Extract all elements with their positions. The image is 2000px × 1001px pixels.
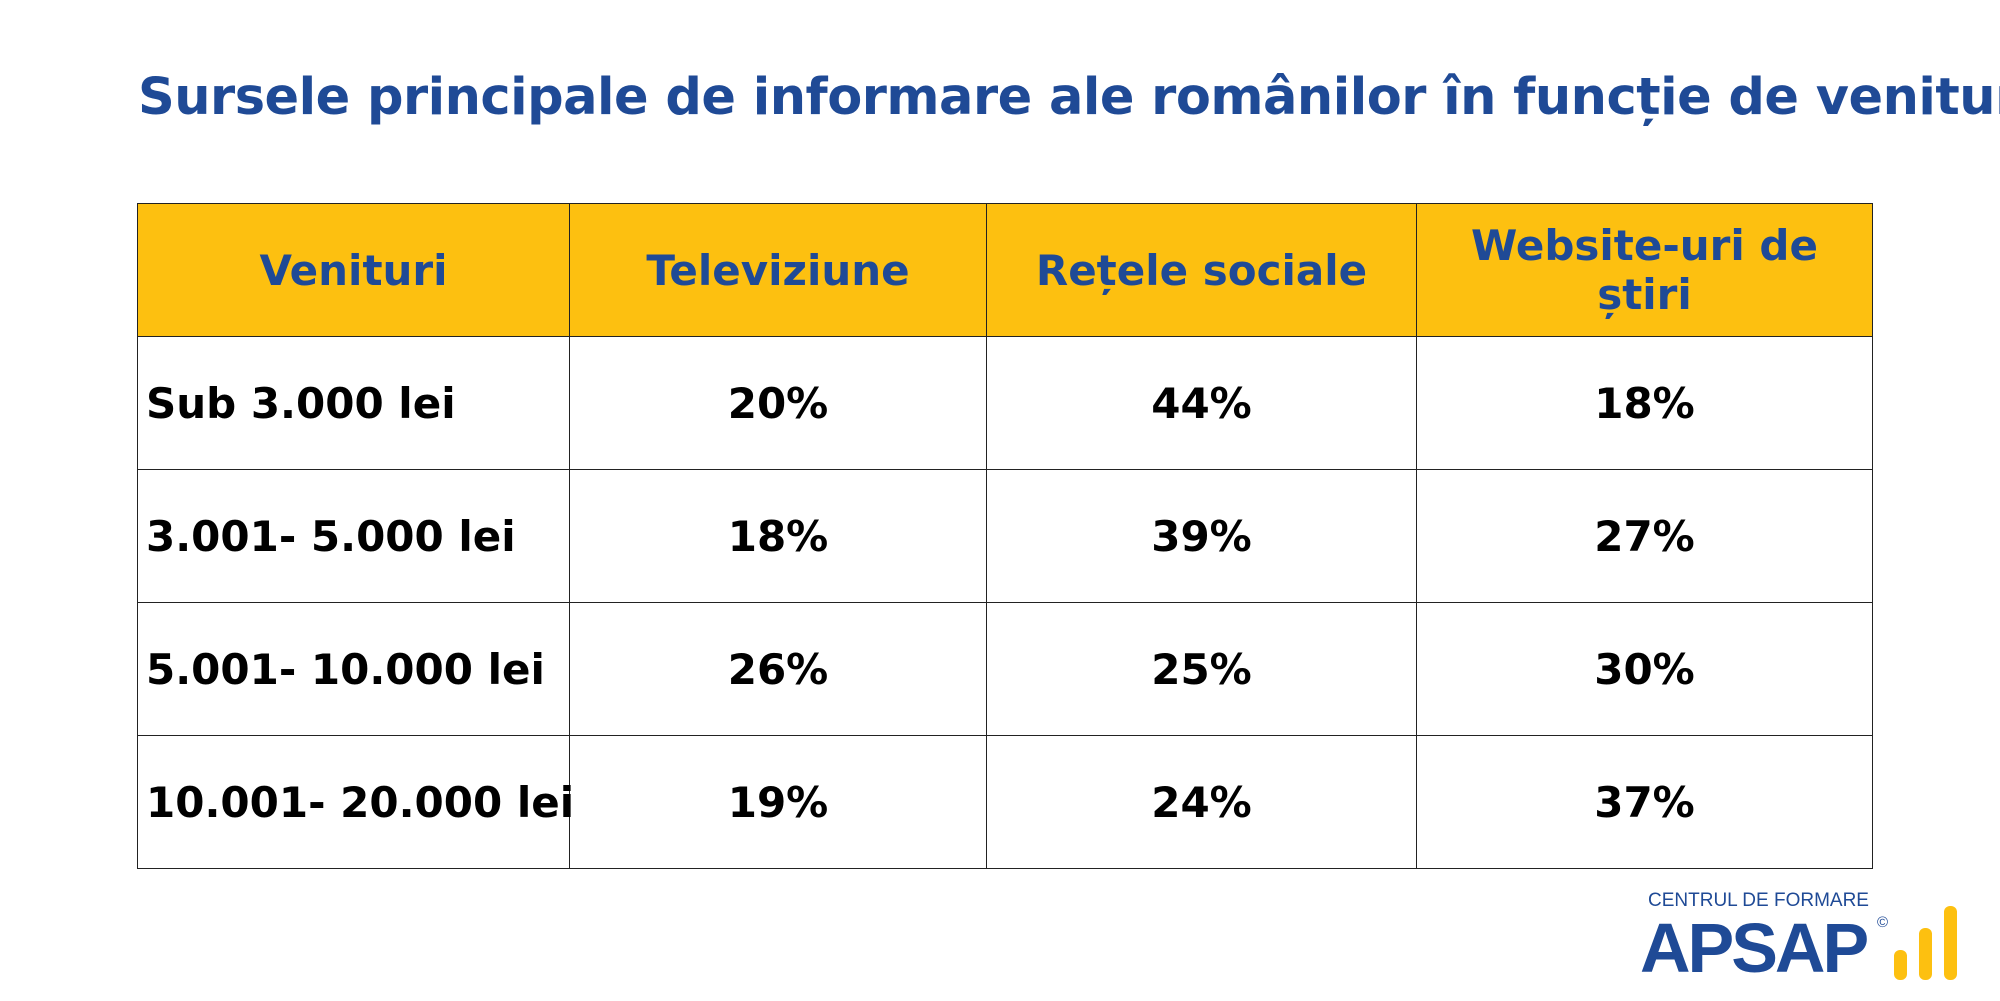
column-header-website-uri: Website-uri de știri (1416, 203, 1873, 337)
bar-chart-logo-icon (1894, 906, 1957, 980)
column-header-televiziune: Televiziune (569, 203, 987, 337)
table-row: 10.001- 20.000 lei 19% 24% 37% (137, 735, 1873, 869)
logo-bar-3 (1944, 906, 1957, 980)
table-cell: 30% (1416, 602, 1873, 736)
table-row: 5.001- 10.000 lei 26% 25% 30% (137, 602, 1873, 736)
table-cell: 19% (569, 735, 987, 869)
data-table: Venituri Televiziune Rețele sociale Webs… (137, 203, 1873, 869)
table-row: 3.001- 5.000 lei 18% 39% 27% (137, 469, 1873, 603)
table-cell: 27% (1416, 469, 1873, 603)
table-row: Sub 3.000 lei 20% 44% 18% (137, 336, 1873, 470)
column-header-venituri: Venituri (137, 203, 570, 337)
table-header-row: Venituri Televiziune Rețele sociale Webs… (137, 203, 1873, 337)
row-label: Sub 3.000 lei (137, 336, 570, 470)
table-cell: 44% (986, 336, 1417, 470)
table-cell: 18% (1416, 336, 1873, 470)
row-label: 3.001- 5.000 lei (137, 469, 570, 603)
page-title: Sursele principale de informare ale româ… (138, 68, 2000, 127)
apsap-logo: CENTRUL DE FORMARE APSAP © (1640, 890, 1985, 990)
logo-bar-2 (1919, 928, 1932, 980)
logo-subtitle: CENTRUL DE FORMARE (1648, 890, 1869, 911)
logo-wordmark: APSAP (1640, 909, 1869, 987)
row-label: 5.001- 10.000 lei (137, 602, 570, 736)
table-cell: 18% (569, 469, 987, 603)
copyright-mark: © (1877, 914, 1889, 931)
column-header-retele-sociale: Rețele sociale (986, 203, 1417, 337)
table-cell: 37% (1416, 735, 1873, 869)
table-cell: 24% (986, 735, 1417, 869)
row-label: 10.001- 20.000 lei (137, 735, 574, 869)
table-cell: 26% (569, 602, 987, 736)
logo-bar-1 (1894, 950, 1907, 980)
table-cell: 25% (986, 602, 1417, 736)
table-cell: 39% (986, 469, 1417, 603)
table-cell: 20% (569, 336, 987, 470)
